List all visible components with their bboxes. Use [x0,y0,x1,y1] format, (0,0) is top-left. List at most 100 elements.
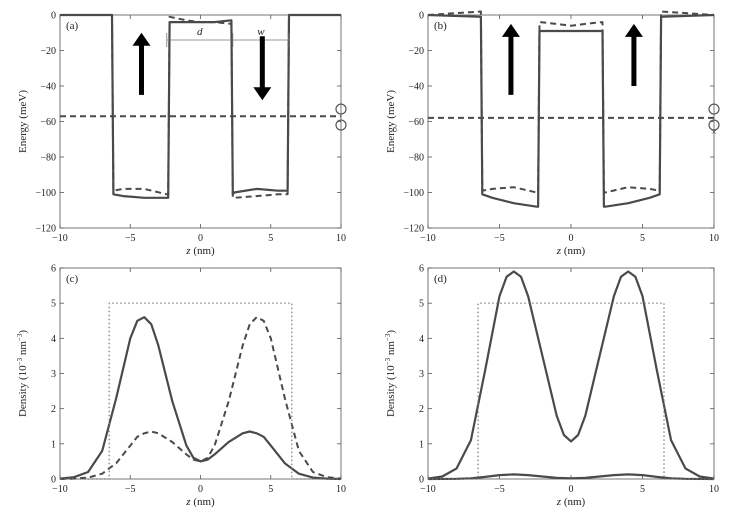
x-tick-label: 5 [640,233,645,244]
x-tick-label: −5 [125,233,136,244]
y-axis-label-close: ) [385,330,397,334]
x-tick-label: −10 [52,233,68,244]
series-line-solid [60,13,341,199]
y-axis-label-text: Density (10 [385,365,397,417]
y-tick-label: 0 [419,475,424,486]
series-line-solid [59,316,342,481]
series-line-dashed [59,316,342,480]
level-marker-icon [708,119,720,131]
series-line-solid [427,270,715,480]
y-axis-label-sup: −3 [16,357,24,365]
y-tick-label: 1 [419,439,424,450]
x-tick-label: 10 [709,484,719,495]
x-axis-label: z (nm) [185,245,215,257]
spin-arrow-up-icon [501,23,520,95]
y-axis-label-text: Energy (meV) [385,90,397,153]
panel-b: −10 −5 0 5 10 0 −20 −40 −60 −80 −100 −120 z (nm) Ener… [385,10,720,257]
y-tick-label: 2 [51,404,56,415]
y-axis-label-close: ) [17,330,29,334]
cross-marker: × [711,127,716,137]
level-marker-icon [335,119,347,131]
y-axis-label-unit: nm [17,341,29,358]
plot-frame [427,14,715,229]
y-axis-label-sup2: −3 [384,333,392,341]
panel-label: (c) [66,273,79,285]
x-tick-label: 0 [569,233,574,244]
x-tick-label: 5 [640,484,645,495]
y-axis-label-text: Energy (meV) [17,90,29,153]
y-tick-label: 5 [51,299,56,310]
y-tick-label: −40 [408,82,424,93]
panel-label: (b) [434,20,447,32]
series-line-dotted [60,302,341,480]
x-axis-label: z (nm) [556,245,586,257]
x-axis-label-unit: (nm) [561,245,585,257]
x-axis-label-unit: (nm) [561,496,585,508]
panel-label: (a) [66,20,79,32]
x-tick-label: −5 [494,484,505,495]
y-axis-label: Density (10−3 nm−3) [384,330,397,417]
y-tick-label: 4 [51,334,56,345]
spin-arrow-down-icon [253,36,272,101]
y-tick-label: −60 [40,117,56,128]
spin-arrow-up-icon [624,23,643,86]
y-tick-label: 6 [51,264,56,275]
x-tick-label: 10 [336,233,346,244]
x-tick-label: 10 [336,484,346,495]
y-tick-label: 3 [51,369,56,380]
y-tick-label: −40 [40,82,56,93]
x-axis-label-var: z [185,496,191,508]
y-tick-label: −120 [403,224,424,235]
y-tick-label: 1 [51,439,56,450]
y-tick-label: 0 [51,475,56,486]
y-tick-label: 6 [419,264,424,275]
annotation-w: w [257,26,265,38]
x-axis-label: z (nm) [185,496,215,508]
plot-frame [427,267,715,480]
y-tick-label: −80 [408,153,424,164]
x-axis-label-var: z [556,496,562,508]
y-axis-label-unit: nm [385,341,397,358]
y-tick-label: 4 [419,334,424,345]
x-tick-label: −10 [52,484,68,495]
x-tick-label: −5 [125,484,136,495]
y-tick-label: −100 [35,188,56,199]
y-tick-label: −20 [408,46,424,57]
y-tick-label: −80 [40,153,56,164]
x-axis-label: z (nm) [556,496,586,508]
y-axis-label-text: Density (10 [17,365,29,417]
x-tick-label: 0 [198,233,203,244]
y-axis-label: Energy (meV) [17,90,29,153]
y-tick-label: 0 [51,11,56,22]
series-line-dashed [427,10,715,194]
x-tick-label: 0 [198,484,203,495]
annotation-d: d [197,26,203,38]
x-axis-label-var: z [185,245,191,257]
y-axis-label-sup2: −3 [16,333,24,341]
y-axis-label: Density (10−3 nm−3) [16,330,29,417]
y-tick-label: −60 [408,117,424,128]
y-tick-label: −120 [35,224,56,235]
x-axis-label-unit: (nm) [191,245,215,257]
panel-label: (d) [434,273,447,285]
x-tick-label: 0 [569,484,574,495]
y-tick-label: −20 [40,46,56,57]
series-line-dashed [60,14,341,199]
x-tick-label: 5 [268,233,273,244]
spin-arrow-up-icon [132,32,151,95]
level-marker-icon [708,103,720,115]
x-tick-label: −10 [420,484,436,495]
y-tick-label: 2 [419,404,424,415]
x-axis-label-unit: (nm) [191,496,215,508]
plot-frame [59,14,342,229]
y-tick-label: 0 [419,11,424,22]
y-tick-label: 3 [419,369,424,380]
series-line-dotted [428,302,714,480]
y-tick-label: 5 [419,299,424,310]
y-axis-label-sup: −3 [384,357,392,365]
x-tick-label: −5 [494,233,505,244]
x-tick-label: 5 [268,484,273,495]
x-axis-label-var: z [556,245,562,257]
x-tick-label: 10 [709,233,719,244]
